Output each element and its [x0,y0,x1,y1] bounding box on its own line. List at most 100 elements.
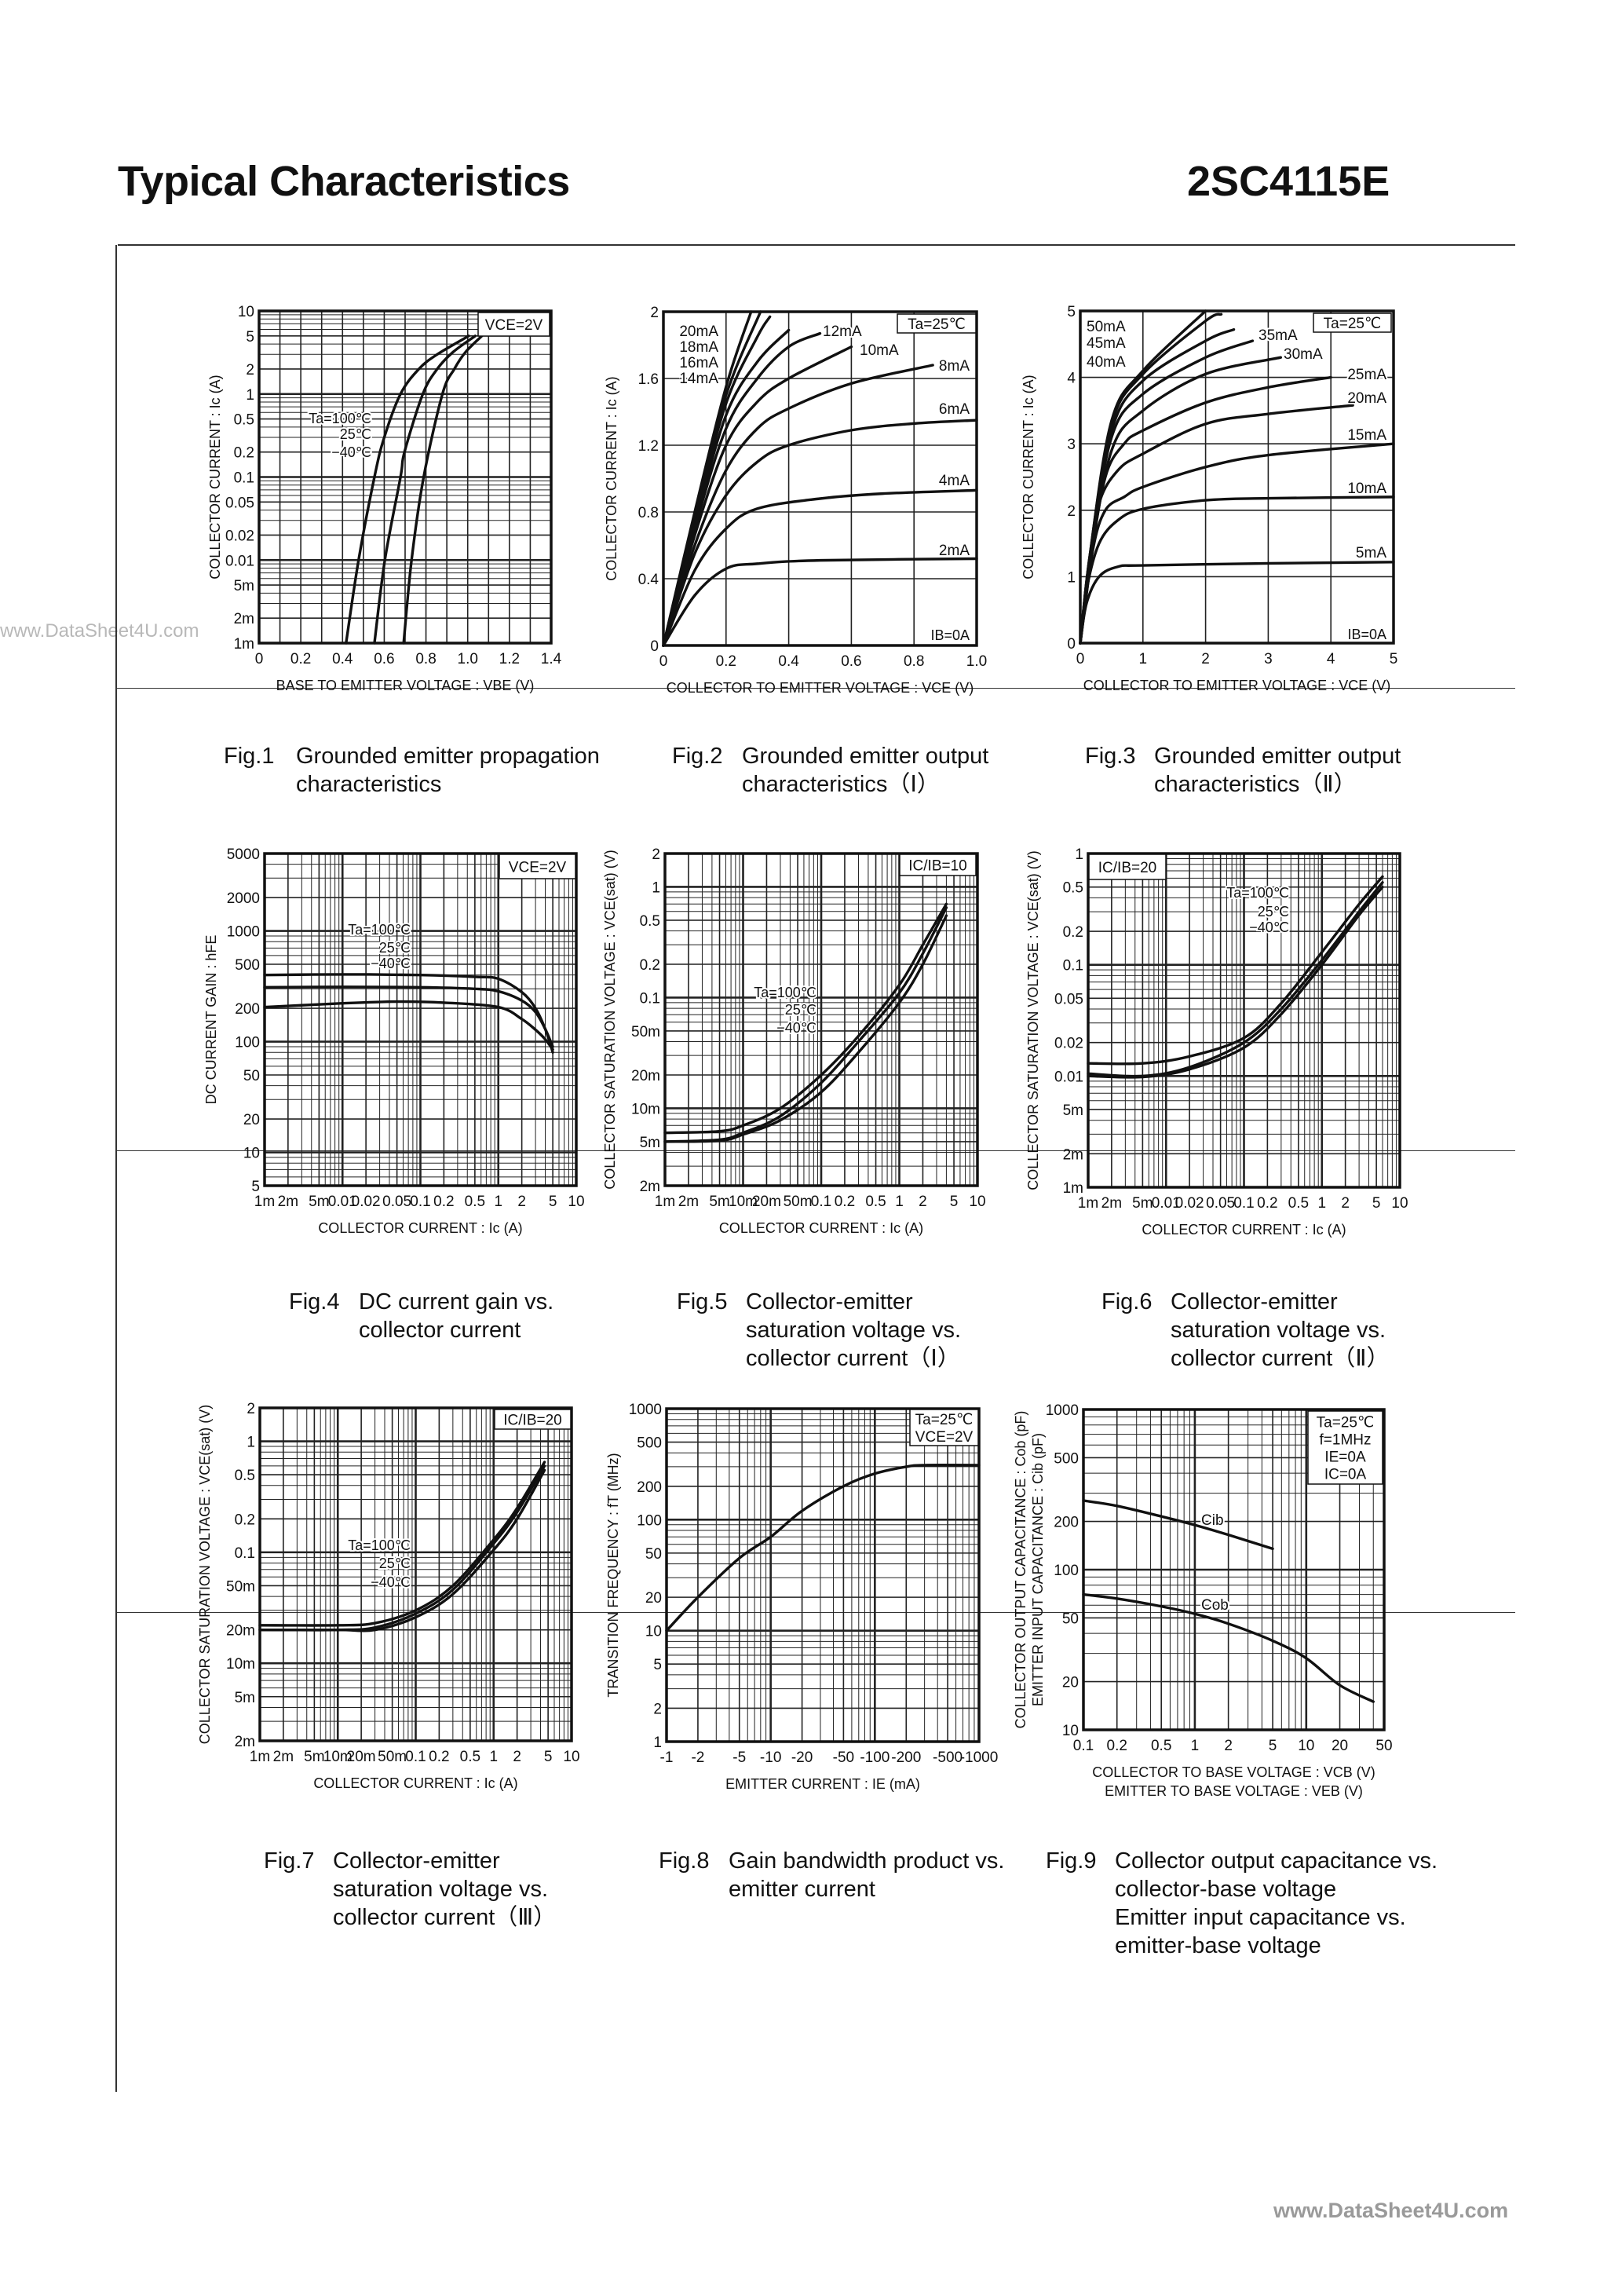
curve-label: 35mA [1259,327,1298,344]
x-tick-label: 0.02 [352,1194,381,1210]
legend-label: Ta=100℃ [348,1537,411,1553]
y-tick-label: 20 [1062,1675,1079,1691]
series-curve-Ta=100℃ [663,902,948,1135]
legend-label: 25℃ [379,940,411,956]
condition-text: IC/IB=10 [908,858,966,875]
y-tick-label: 1 [247,1435,255,1451]
y-axis-label: COLLECTOR OUTPUT CAPACITANCE : Cob (pF) [1013,1411,1028,1729]
x-tick-label: 1m [254,1194,275,1210]
series-curve-6mA [662,419,978,647]
x-axis-label: BASE TO EMITTER VOLTAGE : VBE (V) [276,678,535,693]
y-tick-label: 2000 [227,890,260,907]
y-tick-label: 50m [226,1578,255,1595]
curve-label: 18mA [679,339,718,356]
y-tick-label: 10m [631,1101,660,1117]
x-tick-label: 2 [919,1194,927,1210]
y-tick-label: 0 [1067,636,1076,653]
caption-line: collector current（Ⅱ） [1171,1346,1390,1371]
caption-line: Emitter input capacitance vs. [1115,1905,1406,1930]
y-tick-label: 5 [251,1179,260,1195]
y-axis-label: TRANSITION FREQUENCY : fT (MHz) [605,1453,621,1697]
x-axis-label: COLLECTOR CURRENT : Ic (A) [318,1220,522,1236]
caption-line: Gain bandwidth product vs. [729,1848,1005,1874]
watermark-bottom-right: www.DataSheet4U.com [1273,2199,1509,2222]
y-tick-label: 5m [1063,1102,1083,1119]
y-tick-label: 0.02 [1054,1036,1083,1052]
y-tick-label: 20m [631,1068,660,1084]
x-tick-label: -500 [933,1749,963,1766]
y-tick-label: 0.1 [1063,958,1083,974]
y-tick-label: 0.1 [234,470,254,487]
y-tick-label: 0.02 [225,528,254,544]
y-tick-label: 5000 [227,846,260,863]
y-tick-label: 100 [235,1035,260,1051]
y-tick-label: 0.5 [235,1468,255,1484]
curve-label: 5mA [1356,545,1386,561]
curve-label: 14mA [679,371,718,387]
series-curve-10mA [662,345,853,647]
watermark-left: www.DataSheet4U.com [0,620,199,642]
y-tick-label: 10 [1062,1723,1079,1739]
condition-text: Ta=25℃ [908,316,966,333]
figure-number: Fig.8 [659,1848,710,1874]
x-tick-label: 20 [1332,1738,1348,1754]
x-tick-label: 1.2 [499,651,520,667]
y-tick-label: 2 [650,305,659,321]
x-tick-label: 0.4 [778,653,799,670]
x-tick-label: 0 [255,651,264,667]
x-tick-label: 5 [544,1749,553,1765]
y-tick-label: 2 [652,846,660,863]
y-tick-label: 0.5 [234,412,254,429]
y-axis-label: COLLECTOR SATURATION VOLTAGE : VCE(sat) … [1025,850,1041,1190]
caption-line: emitter-base voltage [1115,1933,1321,1958]
gridlines [1087,852,1401,1189]
x-tick-label: 0.5 [1151,1738,1171,1754]
y-axis-label: COLLECTOR SATURATION VOLTAGE : VCE(sat) … [197,1405,213,1744]
legend-label: Ta=100℃ [348,922,411,938]
x-tick-label: 0.1 [1233,1195,1254,1212]
legend-label: Ta=100℃ [1226,885,1289,901]
figure-number: Fig.6 [1101,1289,1153,1314]
x-tick-label: 0.2 [1107,1738,1127,1754]
curve-label: Cob [1201,1597,1229,1614]
series-curve-2mA [662,557,978,647]
x-tick-label: 0.8 [415,651,436,667]
x-axis-label: COLLECTOR CURRENT : Ic (A) [313,1775,517,1791]
x-axis-label: EMITTER TO BASE VOLTAGE : VEB (V) [1105,1783,1363,1799]
caption-line: DC current gain vs. [359,1289,554,1314]
y-tick-label: 1000 [629,1402,662,1418]
row-rule-3 [116,1612,1515,1613]
x-tick-label: -2 [691,1749,704,1766]
plot-frame [662,310,978,647]
x-tick-label: 0.6 [841,653,861,670]
x-tick-label: 5m [309,1194,329,1210]
x-tick-label: 10 [969,1194,985,1210]
y-tick-label: 2 [653,1701,662,1717]
legend-label: 25℃ [1258,904,1289,919]
x-tick-label: -1000 [960,1749,999,1766]
y-tick-label: 1 [1067,569,1076,586]
x-tick-label: 0.5 [465,1194,485,1210]
series-curve-Ta=100℃ [1087,875,1384,1066]
caption-line: Grounded emitter propagation [296,744,600,769]
legend-label: −40℃ [371,956,411,971]
series-curve-8mA [662,364,934,647]
caption-line: collector current [359,1318,521,1343]
x-tick-label: 2m [678,1194,699,1210]
x-tick-label: 1 [494,1194,502,1210]
x-tick-label: 5 [549,1194,557,1210]
x-tick-label: 50m [378,1749,407,1765]
y-tick-label: 0.1 [235,1545,255,1562]
x-tick-label: 0.4 [332,651,353,667]
x-tick-label: 0.2 [429,1749,449,1765]
y-tick-label: 1 [652,879,660,896]
gridlines [258,1407,573,1742]
y-tick-label: 4 [1067,371,1076,387]
figure-number: Fig.2 [672,744,723,769]
caption-text: Collector-emitter saturation voltage vs. c… [333,1847,556,1932]
caption-line: collector current（Ⅰ） [746,1346,960,1371]
x-tick-label: 10 [563,1749,579,1765]
y-tick-label: 500 [637,1435,662,1452]
x-tick-label: 0.2 [433,1194,454,1210]
